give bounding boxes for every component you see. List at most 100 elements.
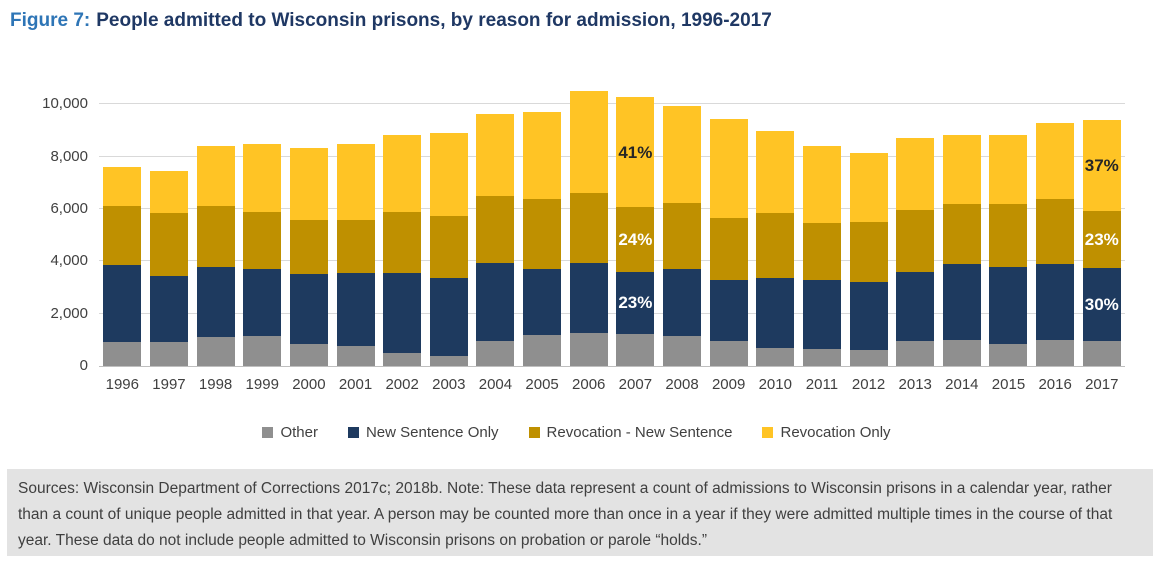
bar-segment	[1036, 122, 1075, 199]
bar-segment	[802, 349, 841, 366]
bar-segment	[663, 335, 701, 366]
bar-slot	[985, 90, 1032, 366]
bar-segment	[756, 347, 795, 366]
legend-label: New Sentence Only	[365, 424, 499, 441]
bar-segment	[149, 171, 188, 213]
x-tick-label: 2016	[1038, 376, 1072, 393]
bar-segment	[336, 219, 375, 274]
segment-percent-label: 24%	[618, 230, 653, 250]
bar-segment	[476, 195, 515, 263]
bar-2000	[289, 90, 328, 366]
bar-1996	[103, 90, 142, 366]
x-tick-label: 2013	[898, 376, 932, 393]
x-tick-label: 2002	[385, 376, 419, 393]
bar-segment: 24%	[616, 207, 655, 272]
bar-segment	[569, 333, 608, 366]
legend-swatch-icon	[347, 427, 359, 438]
bar-segment	[523, 112, 562, 199]
bar-segment: 23%	[616, 271, 655, 334]
bar-segment	[523, 334, 562, 366]
bar-segment	[523, 198, 562, 270]
bar-segment	[849, 152, 888, 223]
x-tick-label: 2004	[478, 376, 513, 393]
bar-segment	[569, 193, 608, 263]
x-tick-label: 1997	[152, 376, 186, 393]
gridline	[99, 312, 1125, 314]
bar-segment	[849, 282, 888, 351]
bar-segment	[149, 212, 188, 276]
y-tick-label: 8,000	[50, 147, 88, 165]
bar-segment	[383, 134, 422, 212]
bar-segment	[476, 341, 515, 366]
bar-segment	[243, 211, 282, 270]
bar-segment: 37%	[1082, 120, 1121, 212]
figure-number-label: Figure 7:	[10, 10, 91, 31]
bar-segment	[802, 146, 841, 224]
y-tick-label: 10,000	[42, 95, 88, 113]
bar-segment	[942, 339, 981, 366]
bar-2010	[756, 90, 795, 366]
x-tick-label: 2009	[711, 376, 746, 393]
gridline	[99, 260, 1125, 262]
y-tick-label: 6,000	[50, 200, 88, 218]
bar-slot	[99, 90, 146, 366]
legend-label: Other	[280, 424, 318, 441]
bar-segment	[103, 206, 142, 266]
gridline	[99, 103, 1125, 105]
gridline	[99, 208, 1125, 210]
bar-segment	[243, 335, 282, 366]
bar-slot	[379, 90, 426, 366]
figure-title-text: People admitted to Wisconsin prisons, by…	[96, 10, 772, 31]
bar-segment	[383, 352, 422, 366]
bar-2002	[383, 90, 422, 366]
y-tick-label: 4,000	[50, 252, 88, 270]
y-axis: 0 2,000 4,000 6,000 8,000 10,000	[0, 90, 88, 374]
bar-2017: 30% 23% 37%	[1082, 90, 1121, 366]
segment-percent-label: 37%	[1084, 156, 1119, 176]
bar-1997	[149, 90, 188, 366]
x-tick-label: 1996	[105, 376, 139, 393]
bar-slot	[519, 90, 566, 366]
x-tick-label: 2007	[618, 376, 653, 393]
bar-slot: 30% 23% 37%	[1078, 90, 1125, 366]
bar-slot	[286, 90, 333, 366]
x-tick-label: 2003	[432, 376, 466, 393]
bar-segment	[942, 263, 981, 340]
bar-segment	[196, 206, 235, 267]
legend-item: Other	[262, 424, 318, 441]
x-tick-label: 1999	[245, 376, 279, 393]
bar-segment	[429, 133, 468, 216]
bar-slot	[472, 90, 519, 366]
bar-segment	[569, 262, 608, 334]
bar-slot	[425, 90, 472, 366]
x-axis: 1996 1997 1998 1999 2000 2001 2002 2003 2004 2005…	[99, 376, 1125, 393]
bar-2003	[429, 90, 468, 366]
legend-swatch-icon	[762, 427, 774, 438]
x-tick-label: 2010	[758, 376, 792, 393]
bar-slot	[192, 90, 239, 366]
bar-segment	[896, 341, 935, 366]
bar-segment	[756, 130, 795, 213]
bar-segment	[196, 146, 235, 207]
x-tick-label: 2011	[805, 376, 839, 393]
bar-segment	[849, 350, 888, 366]
bar-segment	[289, 219, 328, 275]
bar-segment	[989, 343, 1028, 366]
bar-segment	[476, 113, 515, 196]
x-tick-label: 1998	[198, 376, 233, 393]
bar-segment	[663, 105, 701, 203]
bar-2001	[336, 90, 375, 366]
bar-segment	[709, 341, 748, 366]
bar-segment	[103, 342, 142, 366]
bar-segment	[1036, 198, 1075, 264]
bar-segment	[149, 342, 188, 366]
bar-segment	[476, 262, 515, 342]
bar-segment	[429, 278, 468, 356]
bar-segment	[709, 218, 748, 280]
bar-slot: 23% 24% 41%	[612, 90, 659, 366]
bar-segment	[243, 269, 282, 336]
bar-segment	[103, 167, 142, 207]
bar-2011	[802, 90, 841, 366]
bar-slot	[752, 90, 799, 366]
